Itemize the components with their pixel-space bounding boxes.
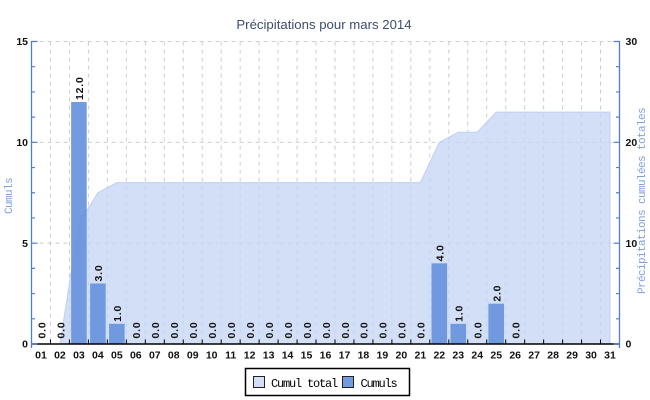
svg-text:19: 19 [377, 350, 389, 362]
svg-text:0.0: 0.0 [302, 322, 314, 339]
svg-text:03: 03 [73, 350, 85, 362]
svg-text:0.0: 0.0 [150, 322, 162, 339]
svg-text:Cumuls: Cumuls [361, 377, 398, 391]
svg-text:5: 5 [22, 238, 28, 250]
svg-text:Précipitations cumulées totale: Précipitations cumulées totales [637, 108, 649, 294]
svg-text:02: 02 [54, 350, 66, 362]
svg-text:0.0: 0.0 [131, 322, 143, 339]
svg-text:11: 11 [225, 350, 236, 362]
svg-text:28: 28 [547, 350, 559, 362]
svg-text:12: 12 [244, 350, 256, 362]
svg-text:25: 25 [490, 350, 502, 362]
svg-text:Cumuls: Cumuls [4, 178, 16, 214]
svg-text:24: 24 [471, 350, 483, 362]
svg-text:13: 13 [263, 350, 275, 362]
svg-text:31: 31 [604, 350, 616, 362]
svg-text:0.0: 0.0 [283, 322, 295, 339]
svg-text:2.0: 2.0 [492, 285, 504, 302]
svg-text:4.0: 4.0 [435, 244, 447, 261]
svg-text:0.0: 0.0 [321, 322, 333, 339]
svg-text:20: 20 [626, 137, 638, 149]
svg-text:3.0: 3.0 [93, 265, 105, 282]
svg-text:16: 16 [320, 350, 332, 362]
svg-text:0.0: 0.0 [36, 322, 48, 339]
svg-text:0.0: 0.0 [207, 322, 219, 339]
svg-text:0.0: 0.0 [264, 322, 276, 339]
svg-text:12.0: 12.0 [74, 76, 86, 100]
svg-text:0.0: 0.0 [55, 322, 67, 339]
svg-text:01: 01 [35, 350, 47, 362]
svg-text:15: 15 [16, 36, 28, 48]
svg-text:0.0: 0.0 [169, 322, 181, 339]
svg-text:26: 26 [509, 350, 521, 362]
svg-text:1.0: 1.0 [112, 305, 124, 322]
svg-text:06: 06 [130, 350, 142, 362]
svg-text:22: 22 [433, 350, 445, 362]
svg-text:20: 20 [396, 350, 408, 362]
svg-text:0.0: 0.0 [245, 322, 257, 339]
svg-text:17: 17 [339, 350, 351, 362]
svg-text:0.0: 0.0 [397, 322, 409, 339]
svg-text:1.0: 1.0 [454, 305, 466, 322]
svg-text:15: 15 [301, 350, 313, 362]
svg-text:10: 10 [16, 137, 28, 149]
svg-text:07: 07 [149, 350, 161, 362]
svg-text:18: 18 [358, 350, 370, 362]
svg-text:Cumul total: Cumul total [271, 377, 338, 391]
svg-text:0.0: 0.0 [359, 322, 371, 339]
svg-text:0.0: 0.0 [378, 322, 390, 339]
svg-text:10: 10 [626, 238, 638, 250]
svg-text:21: 21 [414, 350, 426, 362]
svg-text:0.0: 0.0 [226, 322, 238, 339]
svg-text:14: 14 [282, 350, 294, 362]
svg-text:09: 09 [187, 350, 199, 362]
svg-text:23: 23 [452, 350, 464, 362]
svg-text:0.0: 0.0 [340, 322, 352, 339]
svg-text:0: 0 [626, 339, 632, 351]
svg-text:04: 04 [92, 350, 104, 362]
svg-text:27: 27 [528, 350, 540, 362]
svg-text:Précipitations pour mars 2014: Précipitations pour mars 2014 [236, 17, 411, 32]
svg-text:05: 05 [111, 350, 123, 362]
svg-text:0.0: 0.0 [510, 322, 522, 339]
svg-text:0.0: 0.0 [188, 322, 200, 339]
svg-text:29: 29 [566, 350, 578, 362]
svg-text:08: 08 [168, 350, 180, 362]
svg-text:10: 10 [206, 350, 218, 362]
svg-text:0.0: 0.0 [416, 322, 428, 339]
svg-text:0.0: 0.0 [473, 322, 485, 339]
svg-text:30: 30 [626, 36, 638, 48]
svg-text:0: 0 [22, 339, 28, 351]
svg-text:30: 30 [585, 350, 597, 362]
